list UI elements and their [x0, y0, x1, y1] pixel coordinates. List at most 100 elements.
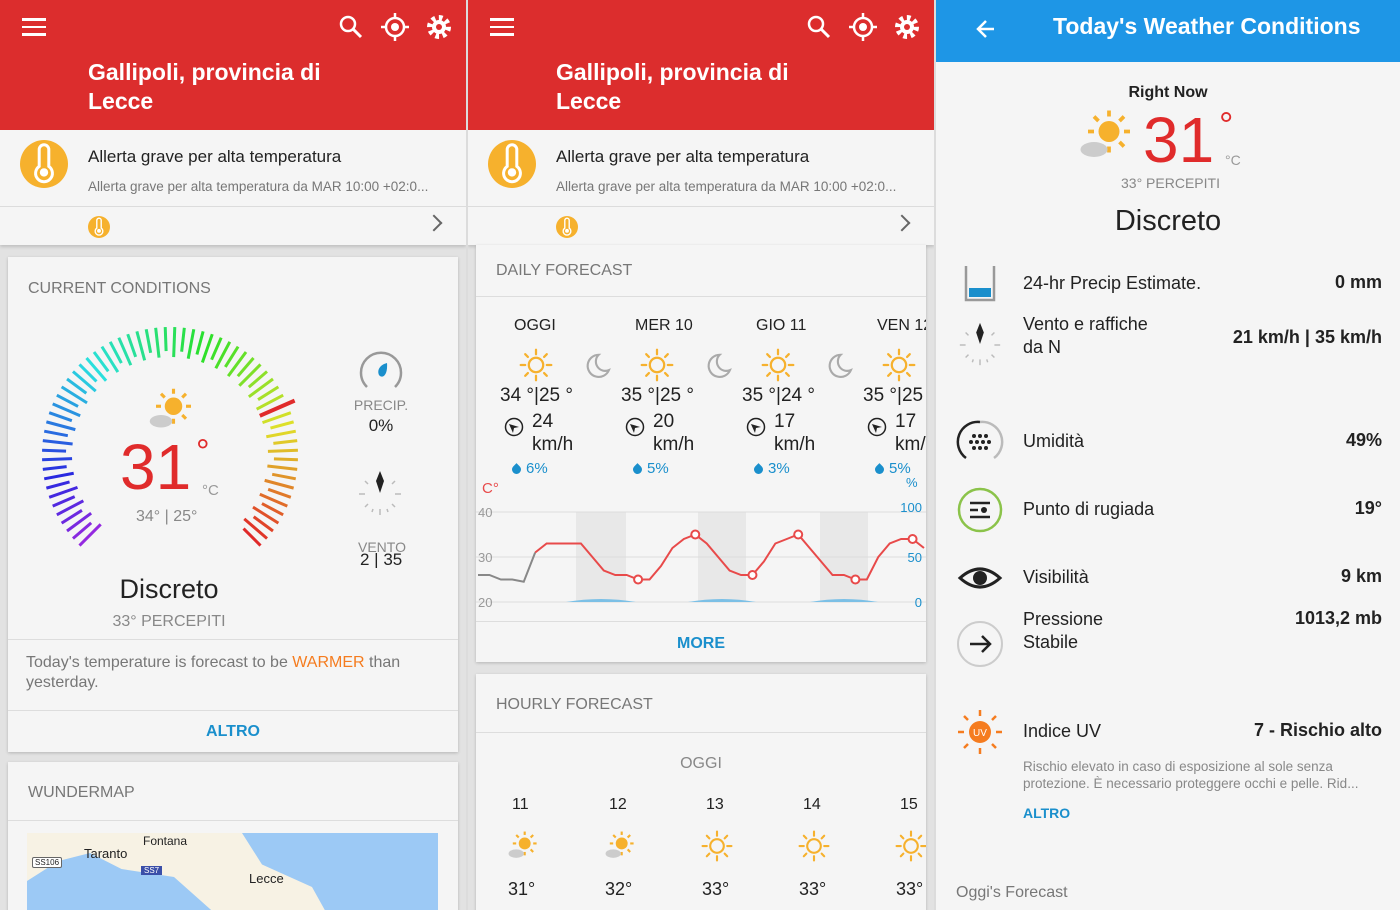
- hour-label: 12: [609, 796, 627, 813]
- gauge-tick: [180, 327, 186, 352]
- day-column[interactable]: MER 10 35 °|25 ° 20 km/h 5%: [597, 245, 718, 485]
- gauge-tick: [264, 478, 295, 490]
- sun-icon: [797, 829, 831, 863]
- gauge-tick: [56, 499, 85, 517]
- chevron-right-icon[interactable]: [425, 214, 443, 232]
- condition-row[interactable]: UV Indice UV 7 - Rischio alto: [936, 708, 1400, 758]
- pressure-arrow-icon: [956, 620, 1004, 668]
- precip-tick: 50: [908, 550, 922, 565]
- hour-column[interactable]: 11 31°: [494, 794, 554, 904]
- alert-bar[interactable]: [0, 207, 466, 245]
- locate-icon[interactable]: [380, 12, 410, 42]
- temp-extreme-point: [690, 529, 701, 540]
- gauge-tick: [72, 521, 93, 540]
- row-label: Punto di rugiada: [1023, 499, 1155, 519]
- gauge-tick: [266, 429, 297, 439]
- hour-column[interactable]: 12 32°: [591, 794, 651, 904]
- row-label: 24-hr Precip Estimate.: [1023, 273, 1202, 293]
- precip-area: [688, 599, 756, 602]
- gauge-tick: [42, 465, 67, 471]
- more-button[interactable]: MORE: [677, 635, 725, 652]
- sun-icon: [518, 347, 554, 383]
- alert-banner[interactable]: Allerta grave per alta temperatura Aller…: [0, 130, 466, 207]
- day-column[interactable]: VEN 12 35 °|25 17 km/ 5%: [839, 245, 926, 485]
- alert-banner[interactable]: Allerta grave per alta temperatura Aller…: [468, 130, 934, 207]
- row-value: 49%: [1345, 430, 1382, 450]
- menu-icon[interactable]: [490, 18, 514, 36]
- hour-column[interactable]: 14 33°: [785, 794, 845, 904]
- gauge-tick: [144, 328, 153, 354]
- gauge-tick: [270, 420, 295, 430]
- hour-temp: 31°: [508, 879, 536, 899]
- gauge-tick: [108, 341, 123, 364]
- degree-symbol: °: [1219, 104, 1234, 145]
- gauge-tick: [236, 357, 255, 378]
- alert-title: Allerta grave per alta temperatura: [556, 147, 810, 166]
- temperature-chart: 40 100 30 50 20 0: [476, 500, 926, 610]
- settings-gear-icon[interactable]: [424, 12, 454, 42]
- dewpoint-icon: [956, 486, 1004, 534]
- hour-column[interactable]: 13 33°: [688, 794, 748, 904]
- alert-bar[interactable]: [468, 207, 934, 245]
- gauge-tick: [267, 448, 298, 453]
- hour-label: 14: [803, 796, 821, 813]
- precip-axis-label: %: [906, 475, 918, 490]
- locate-icon[interactable]: [848, 12, 878, 42]
- back-arrow-icon[interactable]: [974, 17, 998, 41]
- gauge-tick: [267, 487, 292, 499]
- gauge-tick: [154, 327, 161, 358]
- thermometer-icon: [88, 216, 110, 238]
- temperature-summary: Today's temperature is forecast to be WA…: [26, 654, 401, 691]
- humidity-icon: [956, 418, 1004, 466]
- raindrop-icon: [510, 463, 523, 476]
- unit-label: °C: [202, 482, 219, 499]
- condition-text: Discreto: [1114, 205, 1222, 237]
- gauge-tick: [85, 357, 108, 382]
- condition-row[interactable]: Pressione Stabile 1013,2 mb: [936, 608, 1400, 670]
- svg-text:UV: UV: [973, 728, 987, 739]
- current-temp: 31: [1143, 104, 1215, 176]
- altro-button[interactable]: ALTRO: [206, 723, 260, 740]
- condition-row[interactable]: Umidità 49%: [936, 418, 1400, 468]
- wind-speed: 20: [653, 411, 675, 432]
- search-icon[interactable]: [804, 12, 834, 42]
- hour-column[interactable]: 15 33°: [882, 794, 926, 904]
- condition-row[interactable]: Punto di rugiada 19°: [936, 486, 1400, 536]
- condition-row[interactable]: Visibilità 9 km: [936, 554, 1400, 604]
- hour-temp: 33°: [896, 879, 924, 899]
- hi-lo-temp: 34° | 25°: [136, 508, 198, 525]
- chevron-right-icon[interactable]: [893, 214, 911, 232]
- gauge-tick: [210, 337, 223, 361]
- gauge-tick: [261, 502, 284, 517]
- settings-gear-icon[interactable]: [892, 12, 922, 42]
- gauge-tick: [72, 370, 97, 393]
- hour-label: 15: [900, 796, 918, 813]
- wind-value: 2 | 35: [360, 550, 403, 568]
- temp-extreme-point: [793, 529, 804, 540]
- forecast-section-title: Oggi's Forecast: [956, 884, 1068, 901]
- alert-detail: Allerta grave per alta temperatura da MA…: [88, 179, 429, 194]
- uv-altro-link[interactable]: ALTRO: [1023, 805, 1071, 821]
- sun-icon: [639, 347, 675, 383]
- condition-row[interactable]: Vento e raffiche da N 21 km/h | 35 km/h: [936, 314, 1400, 375]
- gauge-tick: [52, 495, 76, 508]
- sun-icon: [760, 347, 796, 383]
- day-name: MER 10: [635, 317, 693, 334]
- search-icon[interactable]: [336, 12, 366, 42]
- day-column[interactable]: GIO 11 35 °|24 ° 17 km/h 3%: [718, 245, 839, 485]
- row-value: 19°: [1354, 498, 1382, 518]
- row-label: Visibilità: [1023, 567, 1089, 587]
- condition-row[interactable]: 24-hr Precip Estimate. 0 mm: [936, 260, 1400, 310]
- feels-like: 33° PERCEPITI: [112, 613, 226, 630]
- map-label: Taranto: [84, 846, 128, 861]
- uv-description: Rischio elevato in caso di esposizione a…: [1023, 759, 1359, 791]
- day-column[interactable]: OGGI 34 °|25 ° 24 km/h 6%: [476, 245, 597, 485]
- partly-sunny-icon: [146, 385, 196, 435]
- row-label: Umidità: [1023, 431, 1085, 451]
- road-badge: SS7: [141, 866, 163, 875]
- gauge-tick: [262, 411, 292, 425]
- map-view[interactable]: Fontana Taranto Lecce SS106 SS7: [27, 833, 438, 910]
- menu-icon[interactable]: [22, 18, 46, 36]
- precip-chance: 5%: [889, 460, 911, 477]
- gauge-tick: [273, 457, 298, 462]
